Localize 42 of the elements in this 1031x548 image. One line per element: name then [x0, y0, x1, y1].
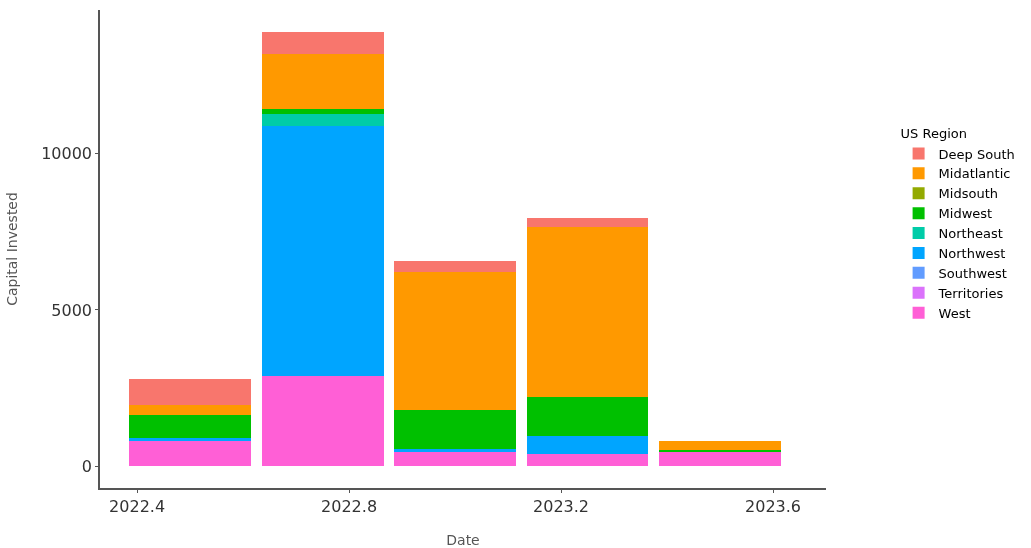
bar: [129, 441, 251, 466]
legend-label: Midwest: [938, 206, 993, 222]
bar: [262, 54, 384, 109]
bar: [527, 436, 648, 454]
x-tick-label: 2023.6: [745, 496, 801, 516]
bar: [394, 410, 516, 449]
bar: [129, 438, 251, 441]
x-axis-title: Date: [446, 532, 480, 548]
bar: [129, 405, 251, 415]
x-tick-label: 2022.4: [109, 496, 166, 516]
bar: [129, 379, 251, 405]
bar: [262, 126, 384, 376]
bar: [262, 376, 384, 466]
bar: [394, 449, 516, 452]
bar: [659, 452, 781, 466]
legend-label: Midatlantic: [938, 166, 1011, 182]
bar: [262, 114, 384, 126]
legend-label: Territories: [937, 285, 1004, 301]
legend-title: US Region: [900, 126, 968, 142]
legend-label: Southwest: [938, 265, 1007, 281]
x-tick-label: 2023.2: [533, 496, 590, 516]
y-axis-title: Capital Invested: [4, 192, 21, 306]
bar: [659, 441, 781, 450]
bar: [262, 32, 384, 54]
x-tick-label: 2022.8: [321, 496, 378, 516]
y-tick-label: 5000: [51, 300, 93, 320]
legend-label: Northwest: [938, 246, 1006, 262]
legend-label: Northeast: [938, 226, 1003, 242]
bar: [527, 218, 648, 227]
bar: [129, 415, 251, 438]
bar: [262, 109, 384, 114]
bar: [527, 397, 648, 436]
legend-label: Deep South: [938, 146, 1015, 162]
bar: [527, 454, 648, 466]
y-tick-label: 10000: [41, 144, 93, 164]
bar: [394, 261, 516, 272]
bar: [394, 452, 516, 466]
y-tick-label: 0: [81, 456, 93, 476]
legend-label: Midsouth: [938, 186, 998, 202]
bar: [394, 272, 516, 410]
bar: [527, 227, 648, 397]
legend-label: West: [938, 305, 971, 321]
